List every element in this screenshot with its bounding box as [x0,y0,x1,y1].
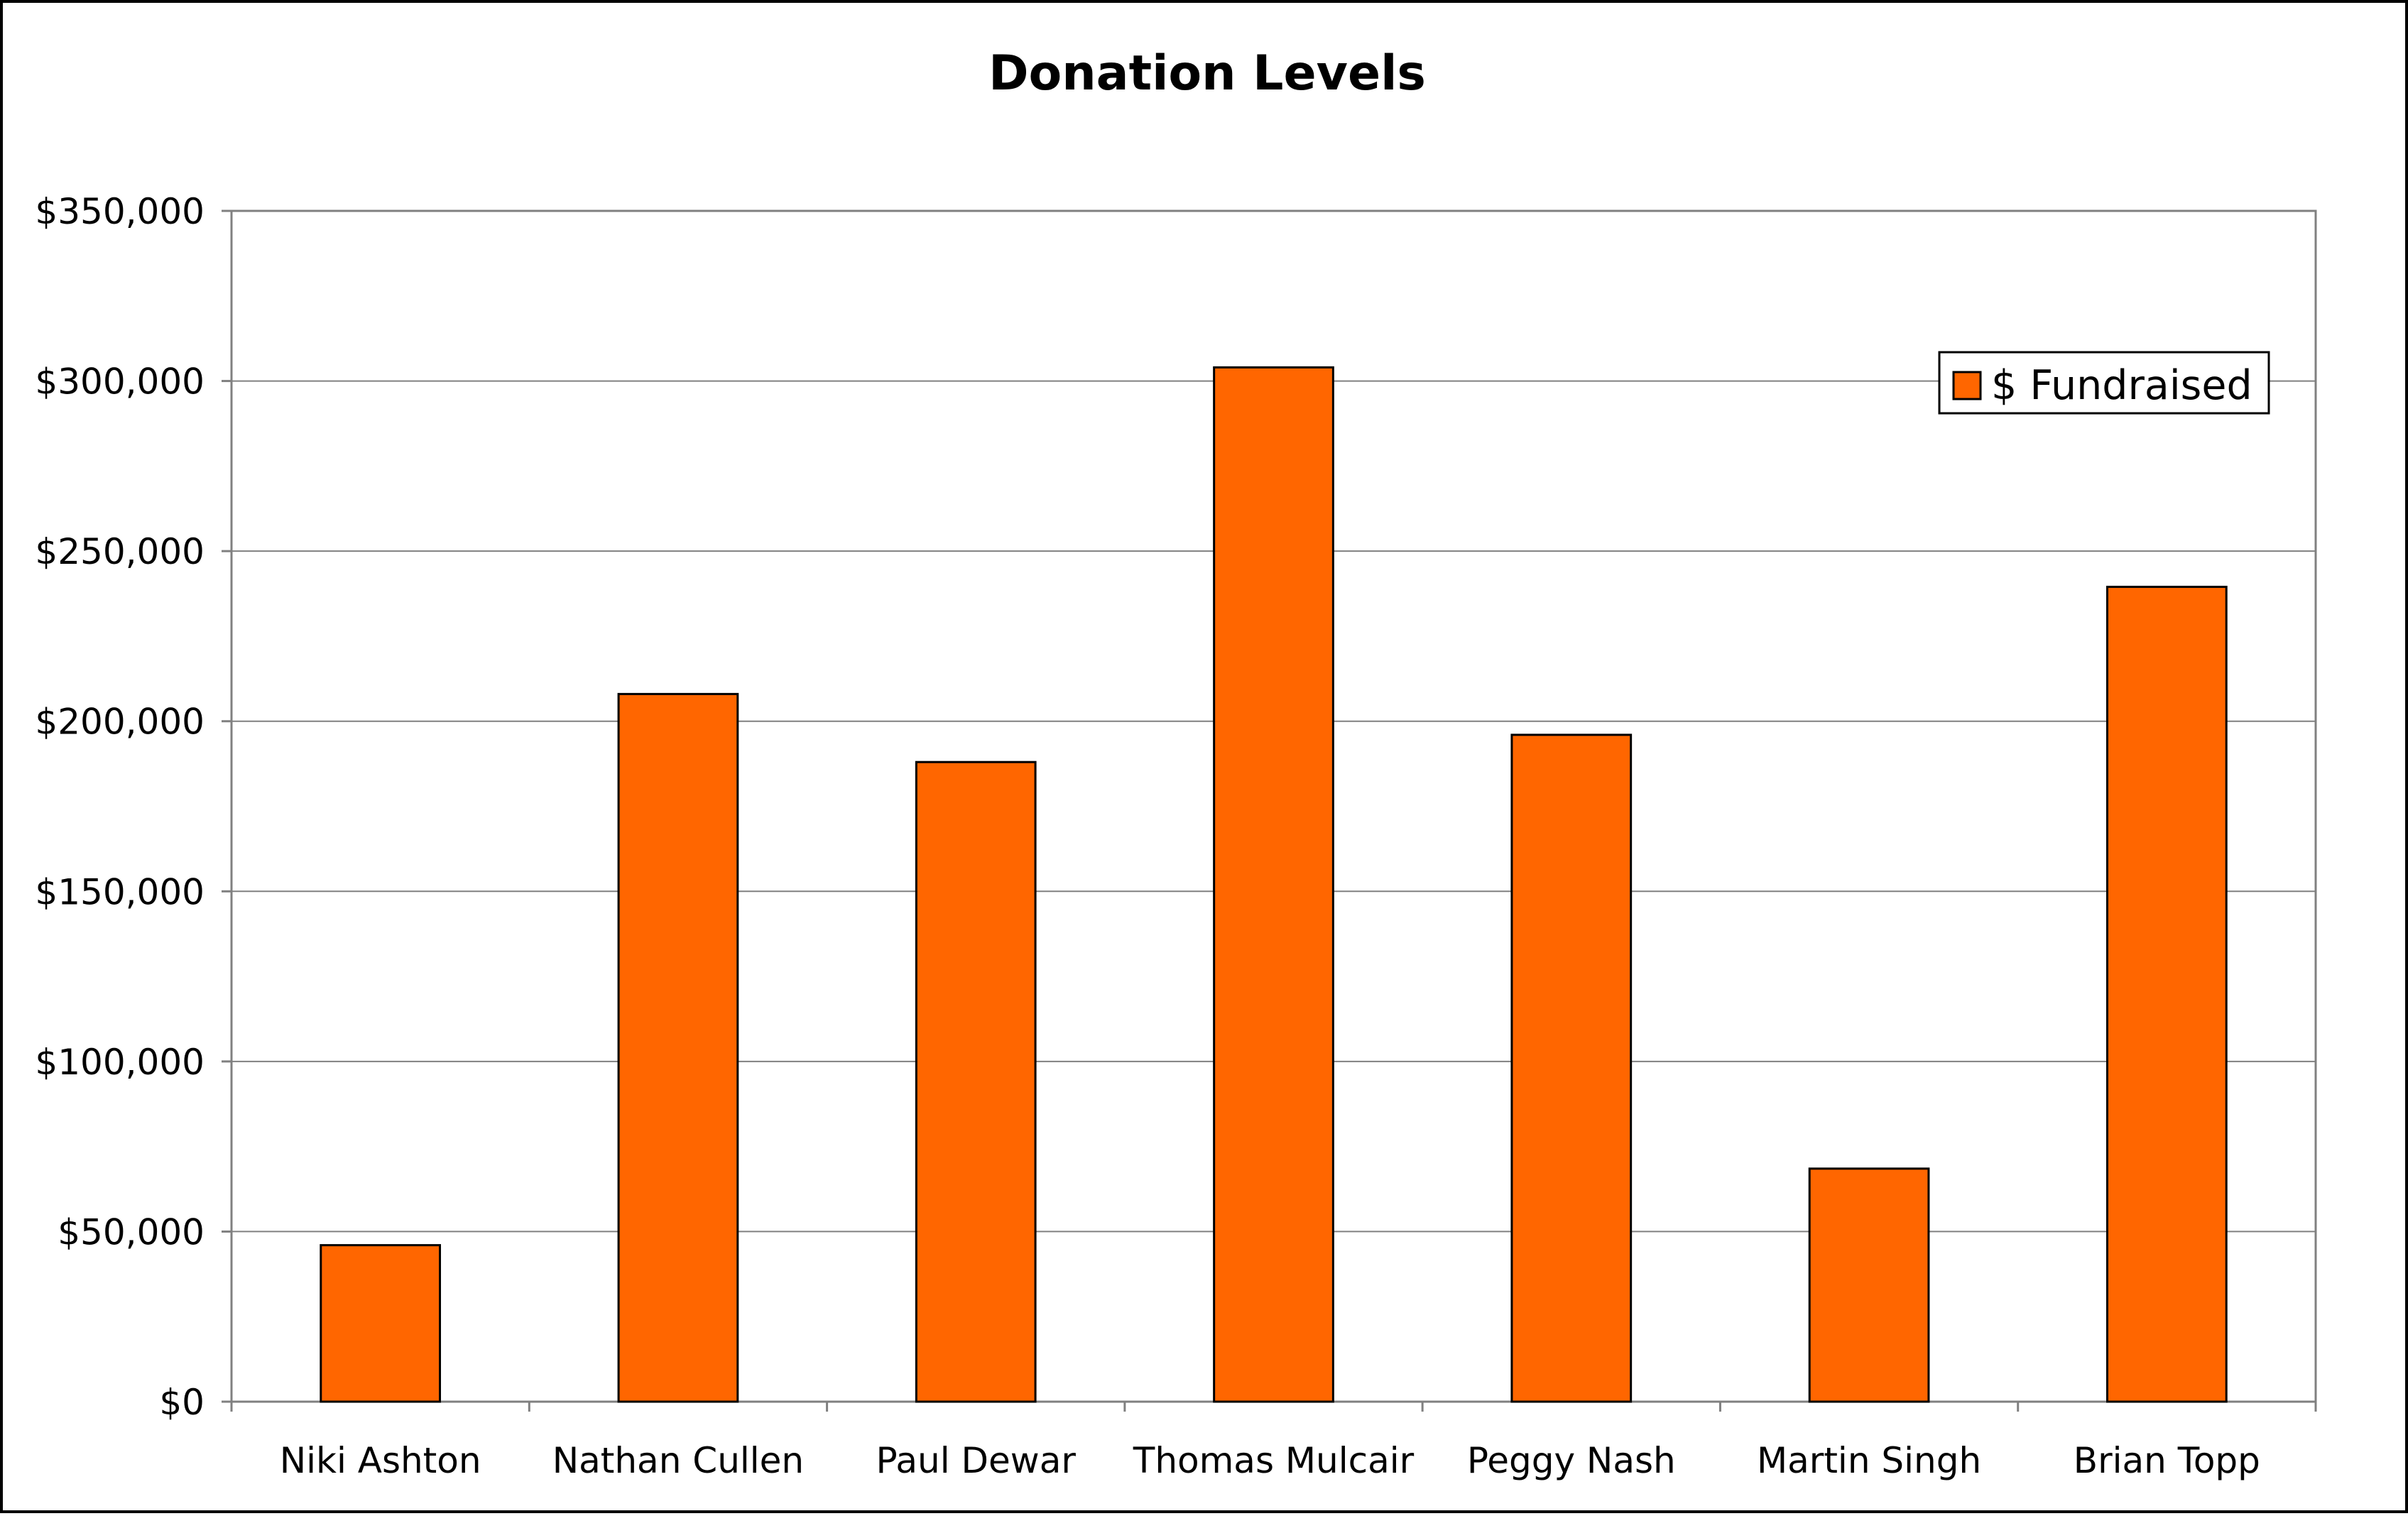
bar-thomas-mulcair [1213,366,1334,1403]
y-tick-label: $350,000 [35,191,205,232]
bars [320,366,2228,1403]
y-tick-label: $150,000 [35,871,205,912]
x-tick-label: Nathan Cullen [552,1440,804,1481]
legend-label-fundraised: $ Fundraised [1991,362,2252,409]
bar-niki-ashton [320,1244,441,1403]
bar-paul-dewar [915,760,1037,1403]
chart-title: Donation Levels [988,45,1426,102]
bar-martin-singh [1808,1167,1930,1403]
x-tick-label: Thomas Mulcair [1133,1440,1415,1481]
legend: $ Fundraised [1938,351,2270,415]
x-tick-label: Brian Topp [2074,1440,2260,1481]
y-tick-label: $50,000 [58,1211,205,1253]
x-tick-labels: Niki Ashton Nathan Cullen Paul Dewar Thomas… [280,1440,2260,1481]
x-tick-label: Niki Ashton [280,1440,481,1481]
x-tick-label: Peggy Nash [1467,1440,1676,1481]
bar-peggy-nash [1510,734,1633,1403]
y-tick-label: $300,000 [35,361,205,403]
y-tick-label: $0 [159,1382,205,1423]
x-tick-label: Paul Dewar [876,1440,1077,1481]
y-tick-label: $100,000 [35,1042,205,1083]
x-tick-label: Martin Singh [1757,1440,1981,1481]
y-tick-label: $250,000 [35,531,205,572]
legend-box [1938,351,2270,415]
bar-brian-topp [2106,585,2228,1403]
y-tick-label: $200,000 [35,702,205,743]
bar-nathan-cullen [617,692,739,1403]
y-tick-labels: $0 $50,000 $100,000 $150,000 $200,000 $250,00… [35,191,205,1423]
chart-canvas: Donation Levels $0 $50,000 $100,000 $150,00… [35,45,2317,1481]
legend-swatch [1952,371,1982,400]
